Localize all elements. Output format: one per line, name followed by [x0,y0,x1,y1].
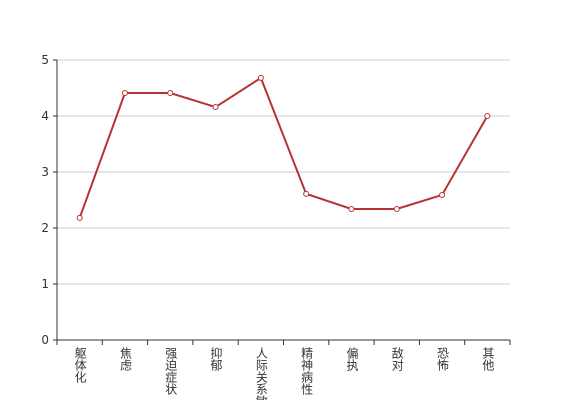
point [393,205,400,212]
x-tick-label: 敌对 [390,346,404,371]
x-tick-label: 焦虑 [118,347,132,371]
point [76,214,83,221]
point [212,104,219,111]
point [167,90,174,97]
x-tick-label: 躯体化 [73,346,87,384]
point [257,74,264,81]
x-tick-label: 抑郁 [209,346,223,372]
x-tick-label: 恐怖 [436,347,450,371]
x-tick-label: 强迫症状 [164,347,178,395]
y-tick-label: 0 [41,333,49,347]
y-tick-label: 5 [41,53,49,67]
point [439,191,446,198]
y-tick-label: 2 [41,221,49,235]
x-tick-label: 人际关系敏感 [254,347,268,400]
point [303,190,310,197]
y-tick-label: 1 [41,277,49,291]
line [78,76,489,219]
x-tick-label: 偏执 [345,346,359,372]
y-tick-label: 3 [41,165,49,179]
point [484,113,491,119]
x-tick-label: 其他 [481,347,495,371]
point [121,90,128,97]
x-tick-label: 精神病性 [300,347,314,396]
y-tick-label: 4 [41,109,49,123]
point [348,205,355,212]
